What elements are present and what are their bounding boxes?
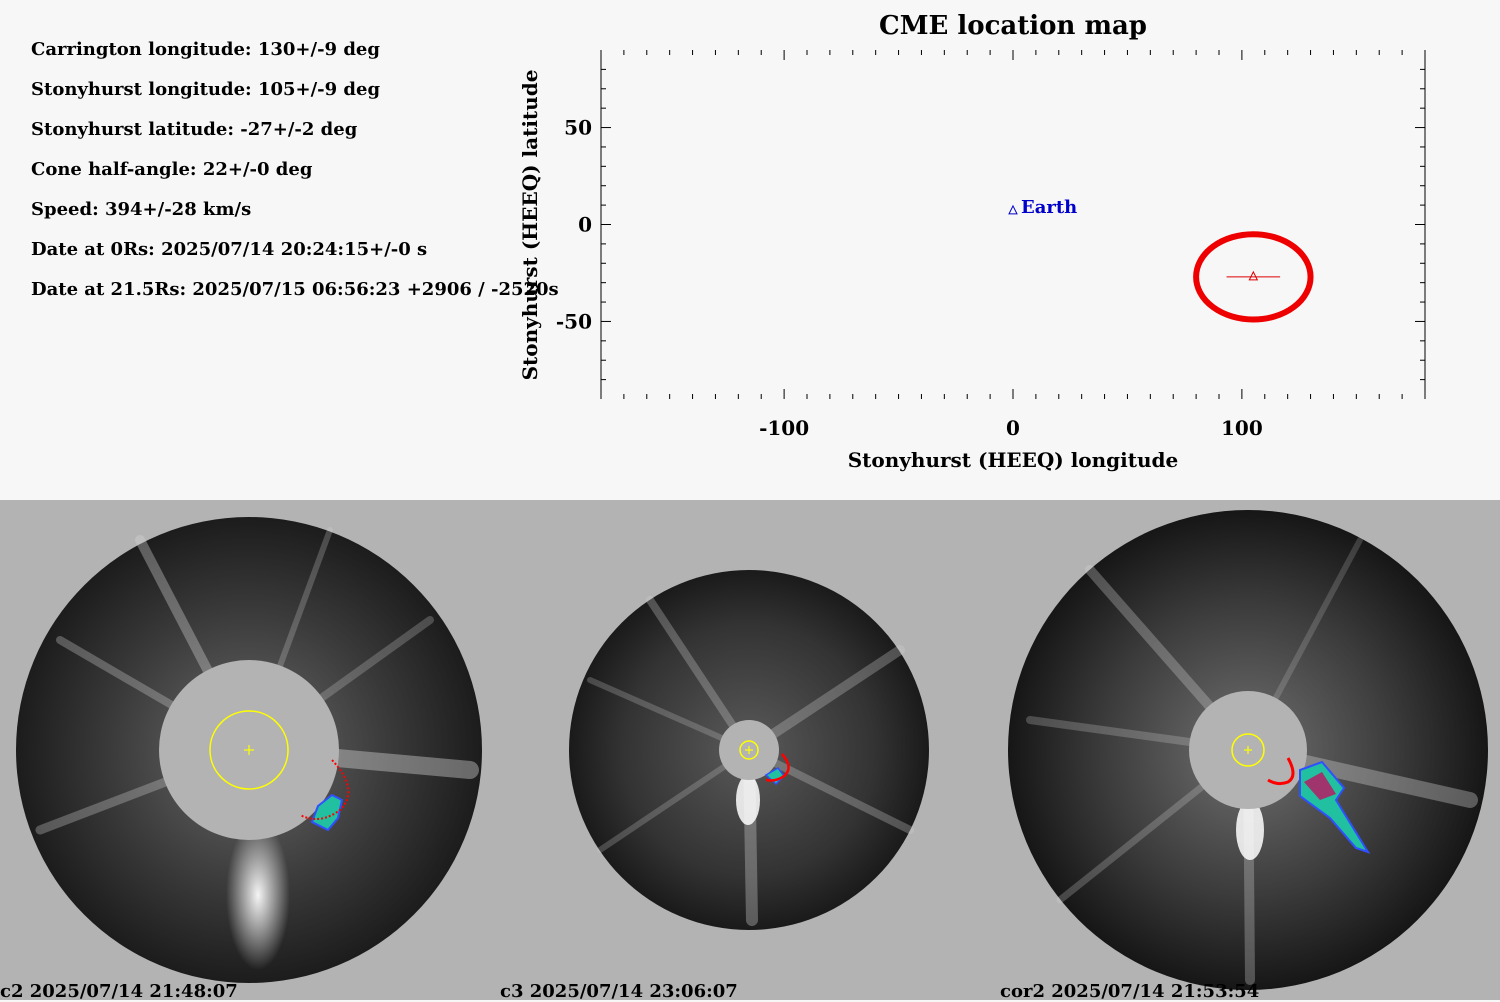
cme-1-marker xyxy=(1248,270,1259,281)
chart-title: CME location map xyxy=(879,11,1147,41)
y-tick-label: 50 xyxy=(564,116,592,140)
x-axis-label: Stonyhurst (HEEQ) longitude xyxy=(848,448,1179,472)
y-axis-label: Stonyhurst (HEEQ) latitude xyxy=(518,70,542,381)
param-stonyhurst-latitude: Stonyhurst latitude: -27+/-2 deg xyxy=(31,119,358,140)
c2-cme-detection xyxy=(310,793,344,832)
cor2-image xyxy=(1008,510,1488,990)
chart-marks: Earth xyxy=(1008,197,1314,323)
cor2-cone-projection xyxy=(1267,757,1295,786)
earth-label: Earth xyxy=(1021,197,1077,218)
cor2-cme-core xyxy=(1304,772,1336,800)
top-section: Carrington longitude: 130+/-9 deg Stonyh… xyxy=(0,0,1500,500)
caption-c2: c2 2025/07/14 21:48:07 xyxy=(0,981,238,1002)
param-stonyhurst-longitude: Stonyhurst longitude: 105+/-9 deg xyxy=(31,79,381,100)
x-tick-label: 0 xyxy=(1006,416,1020,440)
coronagraph-panels: c2 2025/07/14 21:48:07 xyxy=(0,500,1500,1002)
tick-labels: -100 0 100 50 0 -50 xyxy=(556,116,1263,440)
param-cone-half-angle: Cone half-angle: 22+/-0 deg xyxy=(31,159,313,180)
c2-cone-projection xyxy=(299,759,350,820)
x-tick-label: 100 xyxy=(1221,416,1263,440)
y-tick-label: -50 xyxy=(556,309,592,333)
sun-center-icon xyxy=(745,746,753,754)
panel-c2: c2 2025/07/14 21:48:07 xyxy=(0,500,500,1002)
sun-center-icon xyxy=(244,745,254,755)
param-date-21-5rs: Date at 21.5Rs: 2025/07/15 06:56:23 +290… xyxy=(31,279,559,300)
earth-marker xyxy=(1008,204,1018,215)
c3-image xyxy=(569,570,929,930)
c2-bright-feature xyxy=(226,820,290,970)
panel-cor2: cor2 2025/07/14 21:53:54 xyxy=(1000,500,1500,1002)
sun-center-icon xyxy=(1244,746,1252,754)
c2-image xyxy=(16,517,482,983)
y-tick-label: 0 xyxy=(578,213,592,237)
sun-disk-icon xyxy=(739,740,759,760)
caption-c3: c3 2025/07/14 23:06:07 xyxy=(500,981,738,1002)
cme-region-ellipse xyxy=(1193,231,1314,323)
c3-cone-projection xyxy=(765,753,790,782)
param-carrington-longitude: Carrington longitude: 130+/-9 deg xyxy=(31,39,380,60)
plot-axes xyxy=(600,50,1426,399)
cor2-bright-feature xyxy=(1236,800,1264,860)
sun-disk-icon xyxy=(209,710,289,790)
x-tick-label: -100 xyxy=(759,416,809,440)
sun-disk-icon xyxy=(1231,733,1265,767)
cme-location-map: CME location map -100 0 100 50 0 -50 Stonyhur… xyxy=(518,11,1426,472)
c3-bright-feature xyxy=(736,775,760,825)
param-date-0rs: Date at 0Rs: 2025/07/14 20:24:15+/-0 s xyxy=(31,239,428,260)
panel-c3: c3 2025/07/14 23:06:07 xyxy=(500,500,1000,1002)
cme-parameters: Carrington longitude: 130+/-9 deg Stonyh… xyxy=(31,30,559,310)
caption-cor2: cor2 2025/07/14 21:53:54 xyxy=(1000,981,1260,1002)
param-speed: Speed: 394+/-28 km/s xyxy=(31,199,252,220)
